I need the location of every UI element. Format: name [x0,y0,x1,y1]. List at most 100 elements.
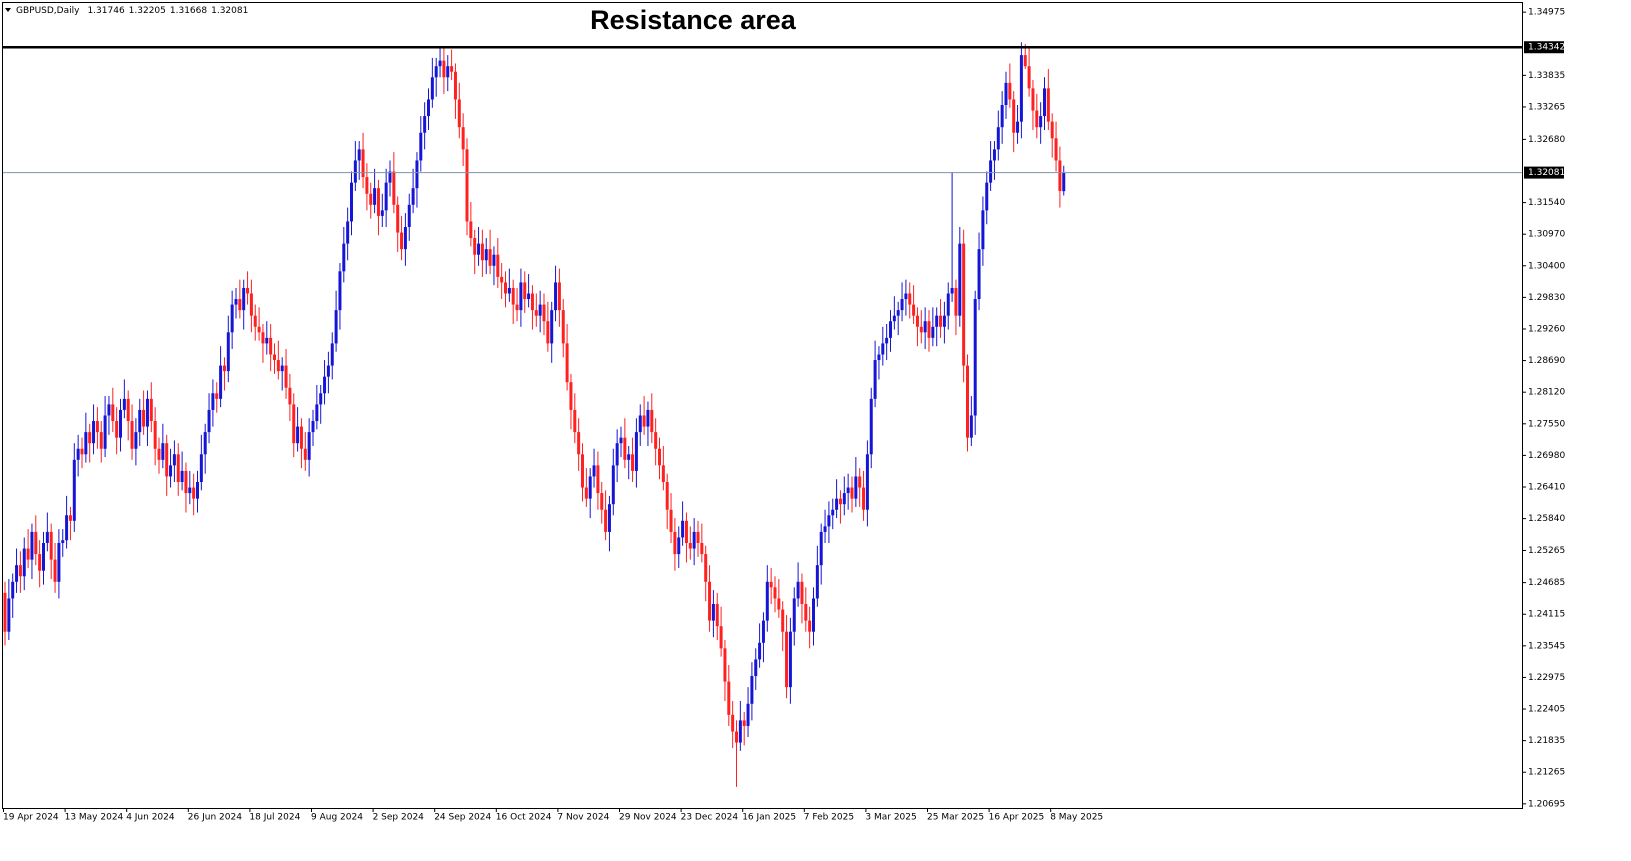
candle-body [142,409,146,427]
candle-body [169,465,173,477]
candle-body [631,454,635,471]
candle-body [796,581,800,599]
candle-body [823,526,827,532]
candle-body [95,421,99,433]
candle-body [369,193,373,205]
candle-body [719,626,723,649]
candle-body [523,282,527,300]
candle-body [307,432,311,460]
x-tick-label: 16 Jan 2025 [742,813,796,823]
y-tick-label: 1.24685 [1528,578,1565,588]
candle-body [88,432,92,444]
x-tick-label: 2 Sep 2024 [373,813,425,823]
candle-body [215,393,219,399]
candle-body [427,99,430,117]
candle-body [846,487,850,494]
candle-body [669,509,673,532]
y-tick-label: 1.29830 [1528,293,1565,303]
candle-body [380,210,384,216]
candle-body [442,60,446,78]
candle-body [1054,138,1058,161]
candle-body [542,304,546,322]
candle-body [165,443,169,477]
candle-body [1062,172,1066,192]
candle-body [534,310,538,316]
candle-body [658,448,661,466]
y-tick-label: 1.22975 [1528,673,1565,683]
candle-body [723,648,727,682]
candle-body [207,409,211,433]
candle-body [808,620,812,632]
candle-body [376,188,380,216]
candle-body [68,515,72,521]
candle-body [627,454,631,460]
candle-body [862,487,866,510]
candle-body [261,332,265,344]
header-close: 1.32081 [211,6,248,16]
candle-body [858,476,862,488]
candle-body [292,404,296,444]
candle-body [661,465,665,483]
candle-body [1031,88,1035,111]
candle-body [119,409,122,438]
candle-body [985,182,989,211]
candle-body [892,315,896,322]
candle-body [111,404,115,422]
y-tick-label: 1.28120 [1528,388,1565,398]
candle-body [30,531,34,560]
candle-body [72,459,76,521]
candle-body [1004,82,1008,106]
y-tick-label: 1.30400 [1528,261,1565,271]
candle-body [735,731,738,743]
candle-body [311,421,315,433]
candle-body [326,365,330,377]
candle-body [407,204,411,227]
candle-body [896,310,900,316]
candle-body [915,315,919,327]
candle-body [684,520,688,543]
candle-body [303,448,307,460]
candle-body [65,515,69,541]
candle-body [950,287,954,294]
candle-body [226,332,230,372]
candle-body [296,426,300,444]
symbol: GBPUSD,Daily [16,6,80,16]
candle-body [1050,121,1054,139]
x-tick-label: 16 Apr 2025 [989,813,1045,823]
candle-body [908,293,912,305]
candle-body [927,321,931,338]
candle-body [3,592,7,632]
candle-body [773,587,777,599]
candle-body [403,226,407,250]
y-tick-label: 1.26980 [1528,451,1565,461]
candle-body [889,321,892,338]
candle-body [838,498,842,505]
candle-body [203,432,207,455]
candle-body [758,642,762,660]
menu-arrow[interactable] [5,8,11,12]
x-tick-label: 4 Jun 2024 [126,813,175,823]
candle-body [99,432,103,449]
candle-body [619,437,623,444]
candle-body [365,177,369,194]
candle-body [199,454,203,483]
candle-body [788,631,792,688]
candle-body [357,149,361,161]
candle-body [26,548,30,560]
candle-body [246,287,250,294]
candle-body [22,548,26,577]
candle-body [557,282,561,311]
y-tick-label: 1.21835 [1528,736,1565,746]
candle-body [450,66,454,72]
candle-body [196,482,199,499]
candle-body [330,343,334,366]
candle-body [334,310,338,344]
candle-body [500,276,504,283]
candle-body [18,565,22,577]
candle-body [473,238,477,255]
candle-body [904,293,908,300]
candle-body [153,421,157,449]
candle-body [211,393,215,410]
candle-body [550,310,554,344]
